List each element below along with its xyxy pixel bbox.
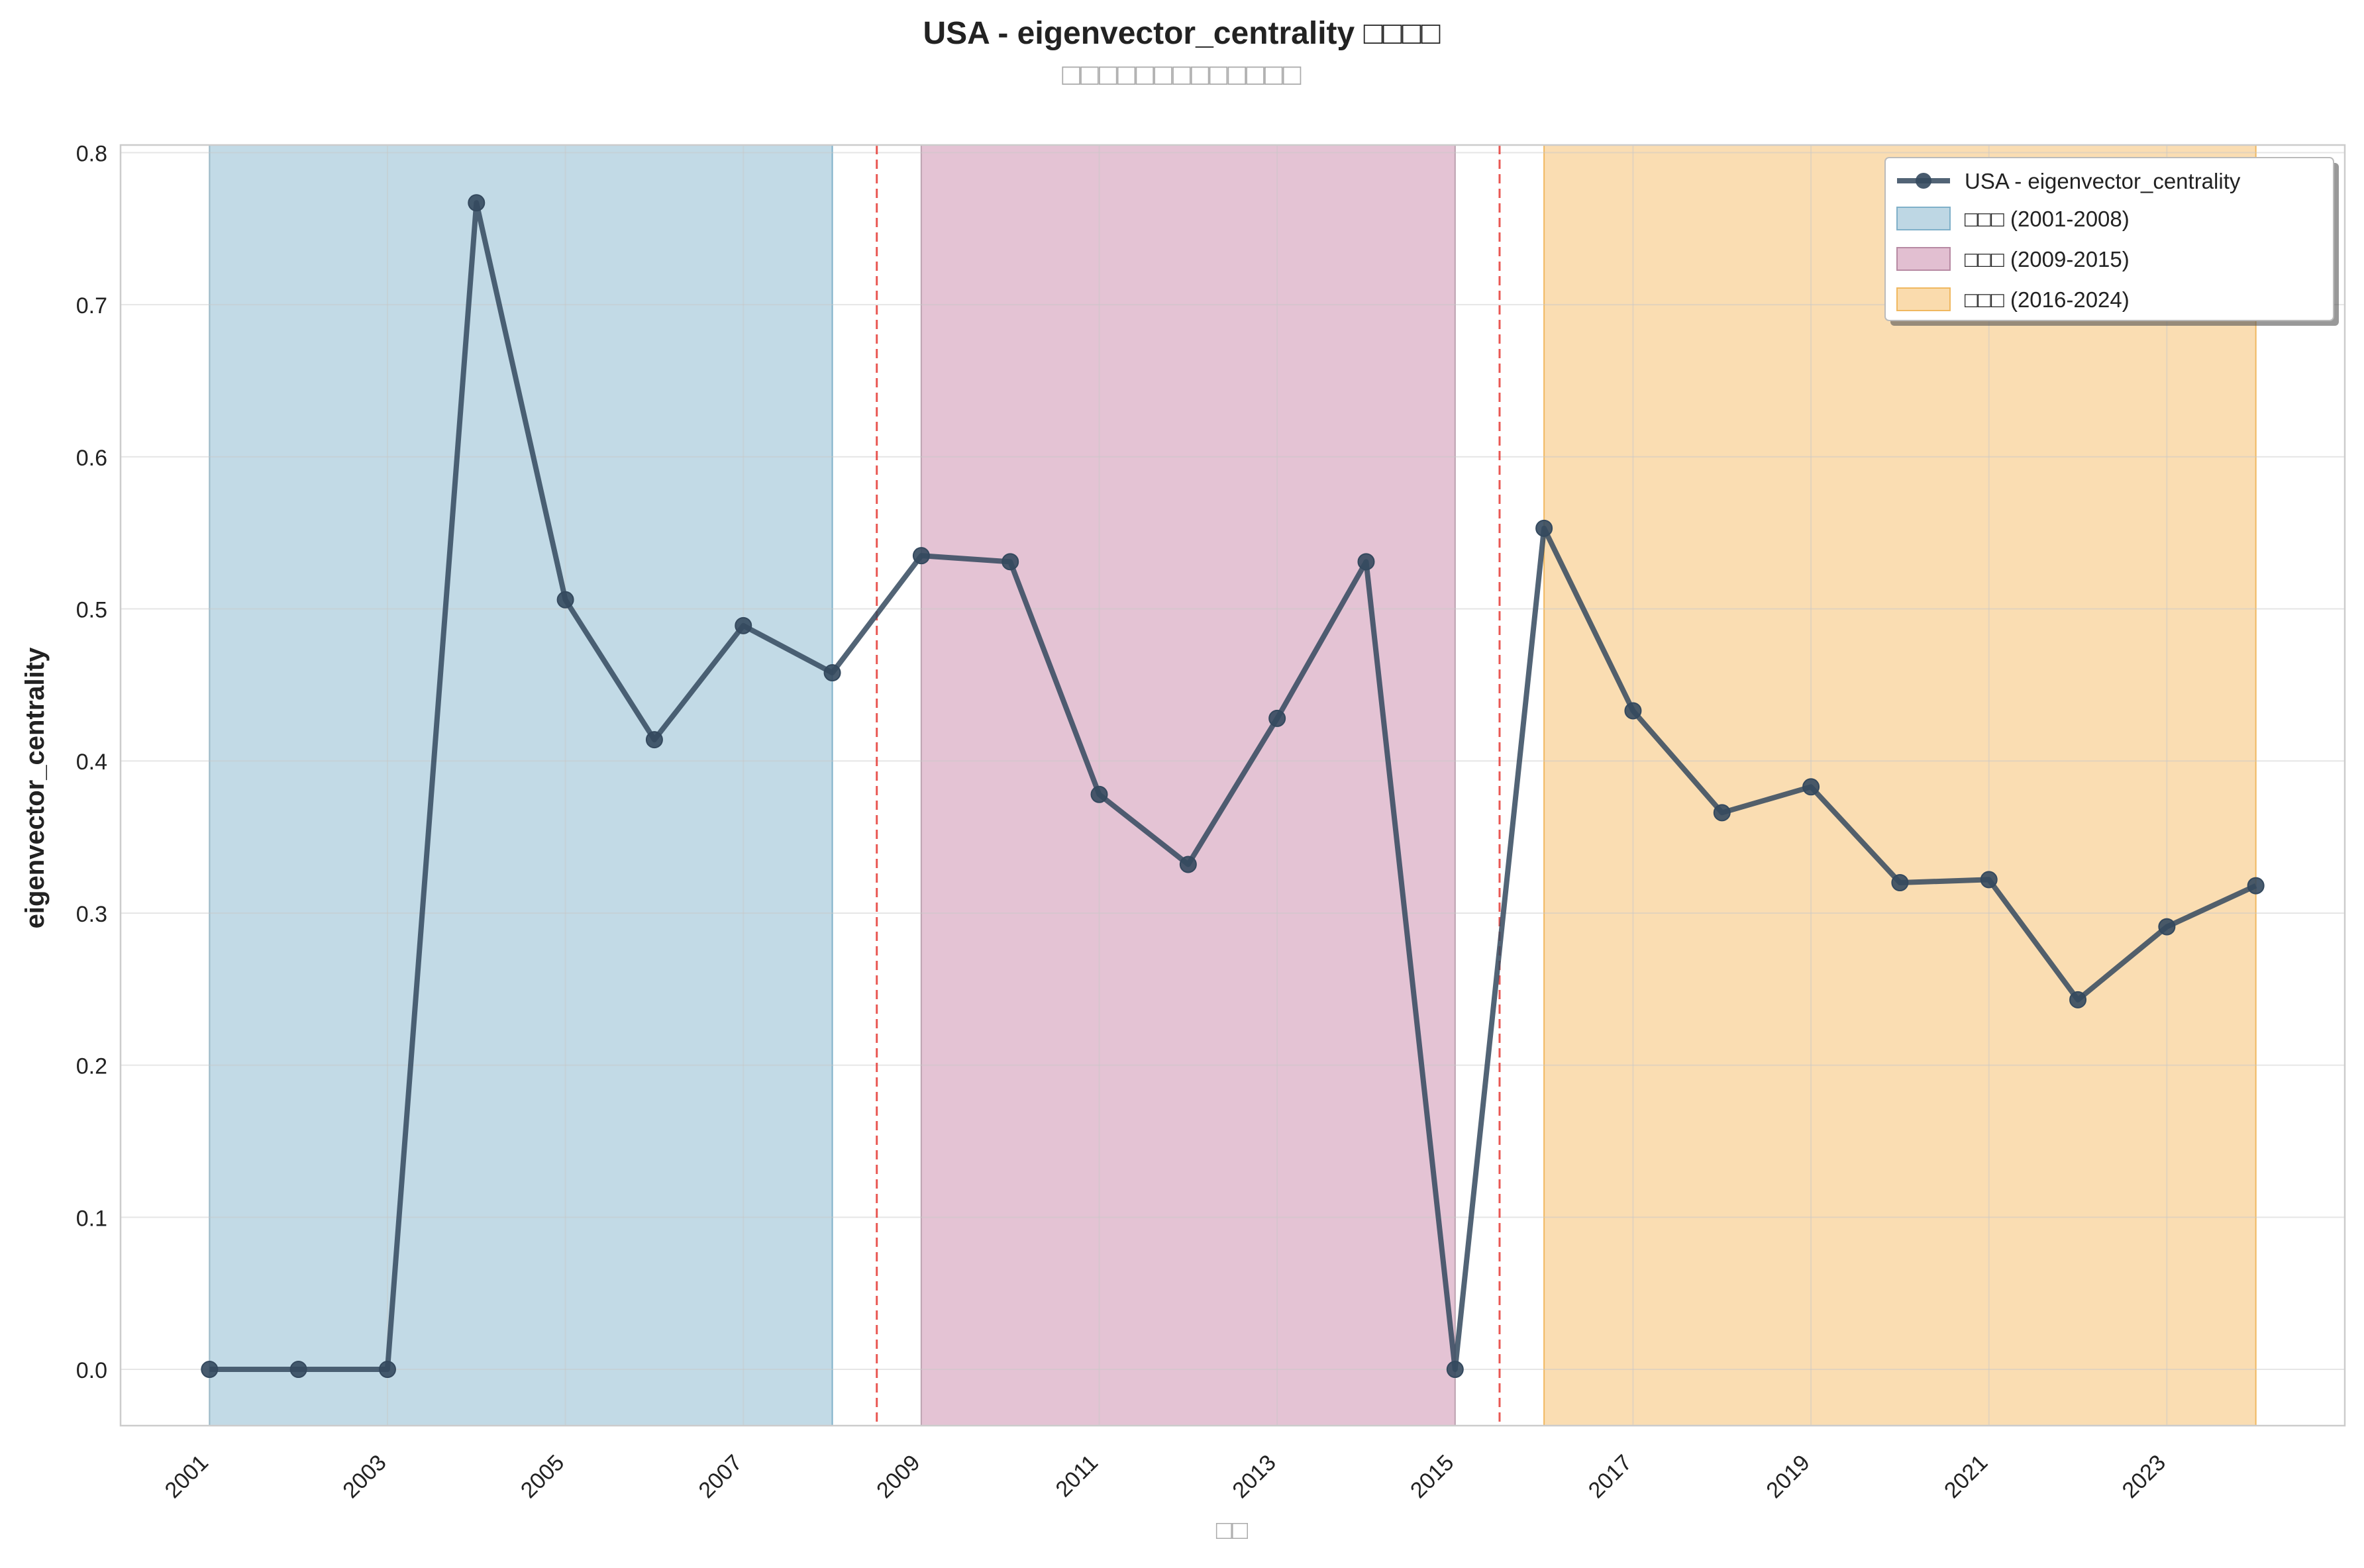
data-point	[289, 1361, 307, 1379]
data-point	[1090, 785, 1108, 803]
y-tick-label: 0.6	[76, 446, 107, 471]
y-tick-label: 0.7	[76, 293, 107, 318]
legend-label: □□□ (2001-2008)	[1965, 207, 2130, 231]
data-point	[823, 664, 841, 682]
period-band-3	[1543, 144, 2257, 1426]
y-tick-label: 0.4	[76, 750, 107, 775]
y-tick-label: 0.1	[76, 1206, 107, 1231]
period-band-1	[209, 144, 833, 1426]
data-point	[1268, 709, 1286, 727]
legend-period-swatch	[1896, 247, 1951, 271]
data-point	[2069, 991, 2087, 1008]
data-point	[1179, 856, 1197, 873]
legend-label: □□□ (2009-2015)	[1965, 247, 2130, 271]
data-point	[735, 616, 752, 634]
data-point	[378, 1361, 396, 1379]
data-point	[1891, 874, 1909, 892]
y-tick-label: 0.3	[76, 902, 107, 927]
legend-label: □□□ (2016-2024)	[1965, 287, 2130, 312]
chart-title: USA - eigenvector_centrality □□□□	[923, 16, 1440, 51]
data-point	[556, 591, 574, 609]
y-tick-label: 0.2	[76, 1054, 107, 1079]
legend-period-swatch	[1896, 287, 1951, 311]
period-band-2	[920, 144, 1456, 1426]
x-axis-label: □□	[1216, 1516, 1248, 1545]
data-point	[201, 1361, 219, 1379]
legend-period-swatch	[1896, 207, 1951, 230]
data-point	[1713, 804, 1731, 822]
series-line	[209, 200, 2257, 1373]
data-point	[1535, 519, 1553, 537]
data-point	[1446, 1361, 1464, 1379]
data-point	[2158, 918, 2176, 936]
data-point	[1802, 778, 1820, 796]
chart-subtitle: □□□□□□□□□□□□□	[1062, 57, 1301, 91]
data-point	[468, 194, 486, 212]
legend-box	[1884, 157, 2334, 321]
legend-label: USA - eigenvector_centrality	[1965, 169, 2241, 193]
data-point	[645, 731, 663, 749]
data-point	[912, 547, 930, 565]
legend-series-marker	[1916, 173, 1931, 189]
plot-frame	[119, 144, 2346, 1427]
y-axis-label: eigenvector_centrality	[21, 647, 50, 928]
data-point	[2247, 877, 2265, 895]
y-tick-label: 0.8	[76, 141, 107, 166]
data-point	[1624, 702, 1642, 720]
y-tick-label: 0.5	[76, 598, 107, 623]
data-point	[1980, 871, 1998, 889]
data-point	[1357, 553, 1375, 571]
legend: USA - eigenvector_centrality □□□ (2001-20…	[1884, 157, 2339, 326]
data-point	[1002, 553, 1019, 571]
y-tick-label: 0.0	[76, 1358, 107, 1383]
